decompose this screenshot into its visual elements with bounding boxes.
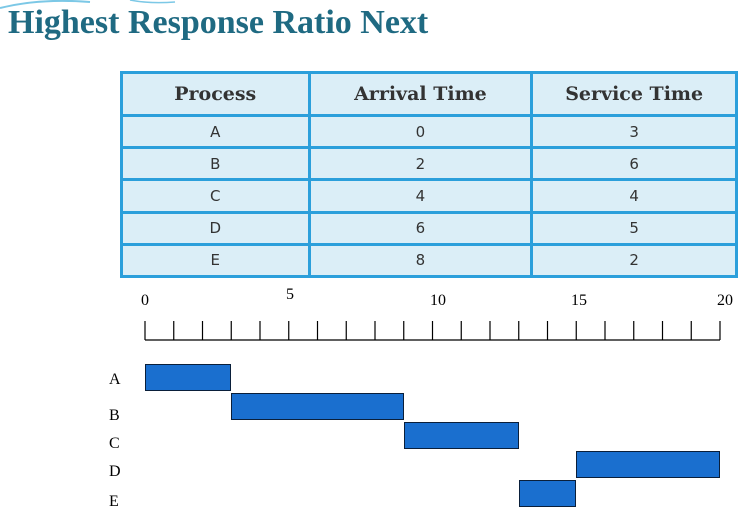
gantt-bar-a: [145, 364, 231, 391]
gantt-bar-b: [231, 393, 404, 420]
gantt-bar-e: [519, 480, 577, 507]
gantt-bar-d: [576, 451, 720, 478]
row-label-a: A: [109, 371, 121, 389]
gantt-bar-c: [404, 422, 519, 449]
row-label-c: C: [109, 435, 120, 453]
row-label-e: E: [109, 493, 119, 511]
row-label-b: B: [109, 407, 120, 425]
row-label-d: D: [109, 463, 121, 481]
